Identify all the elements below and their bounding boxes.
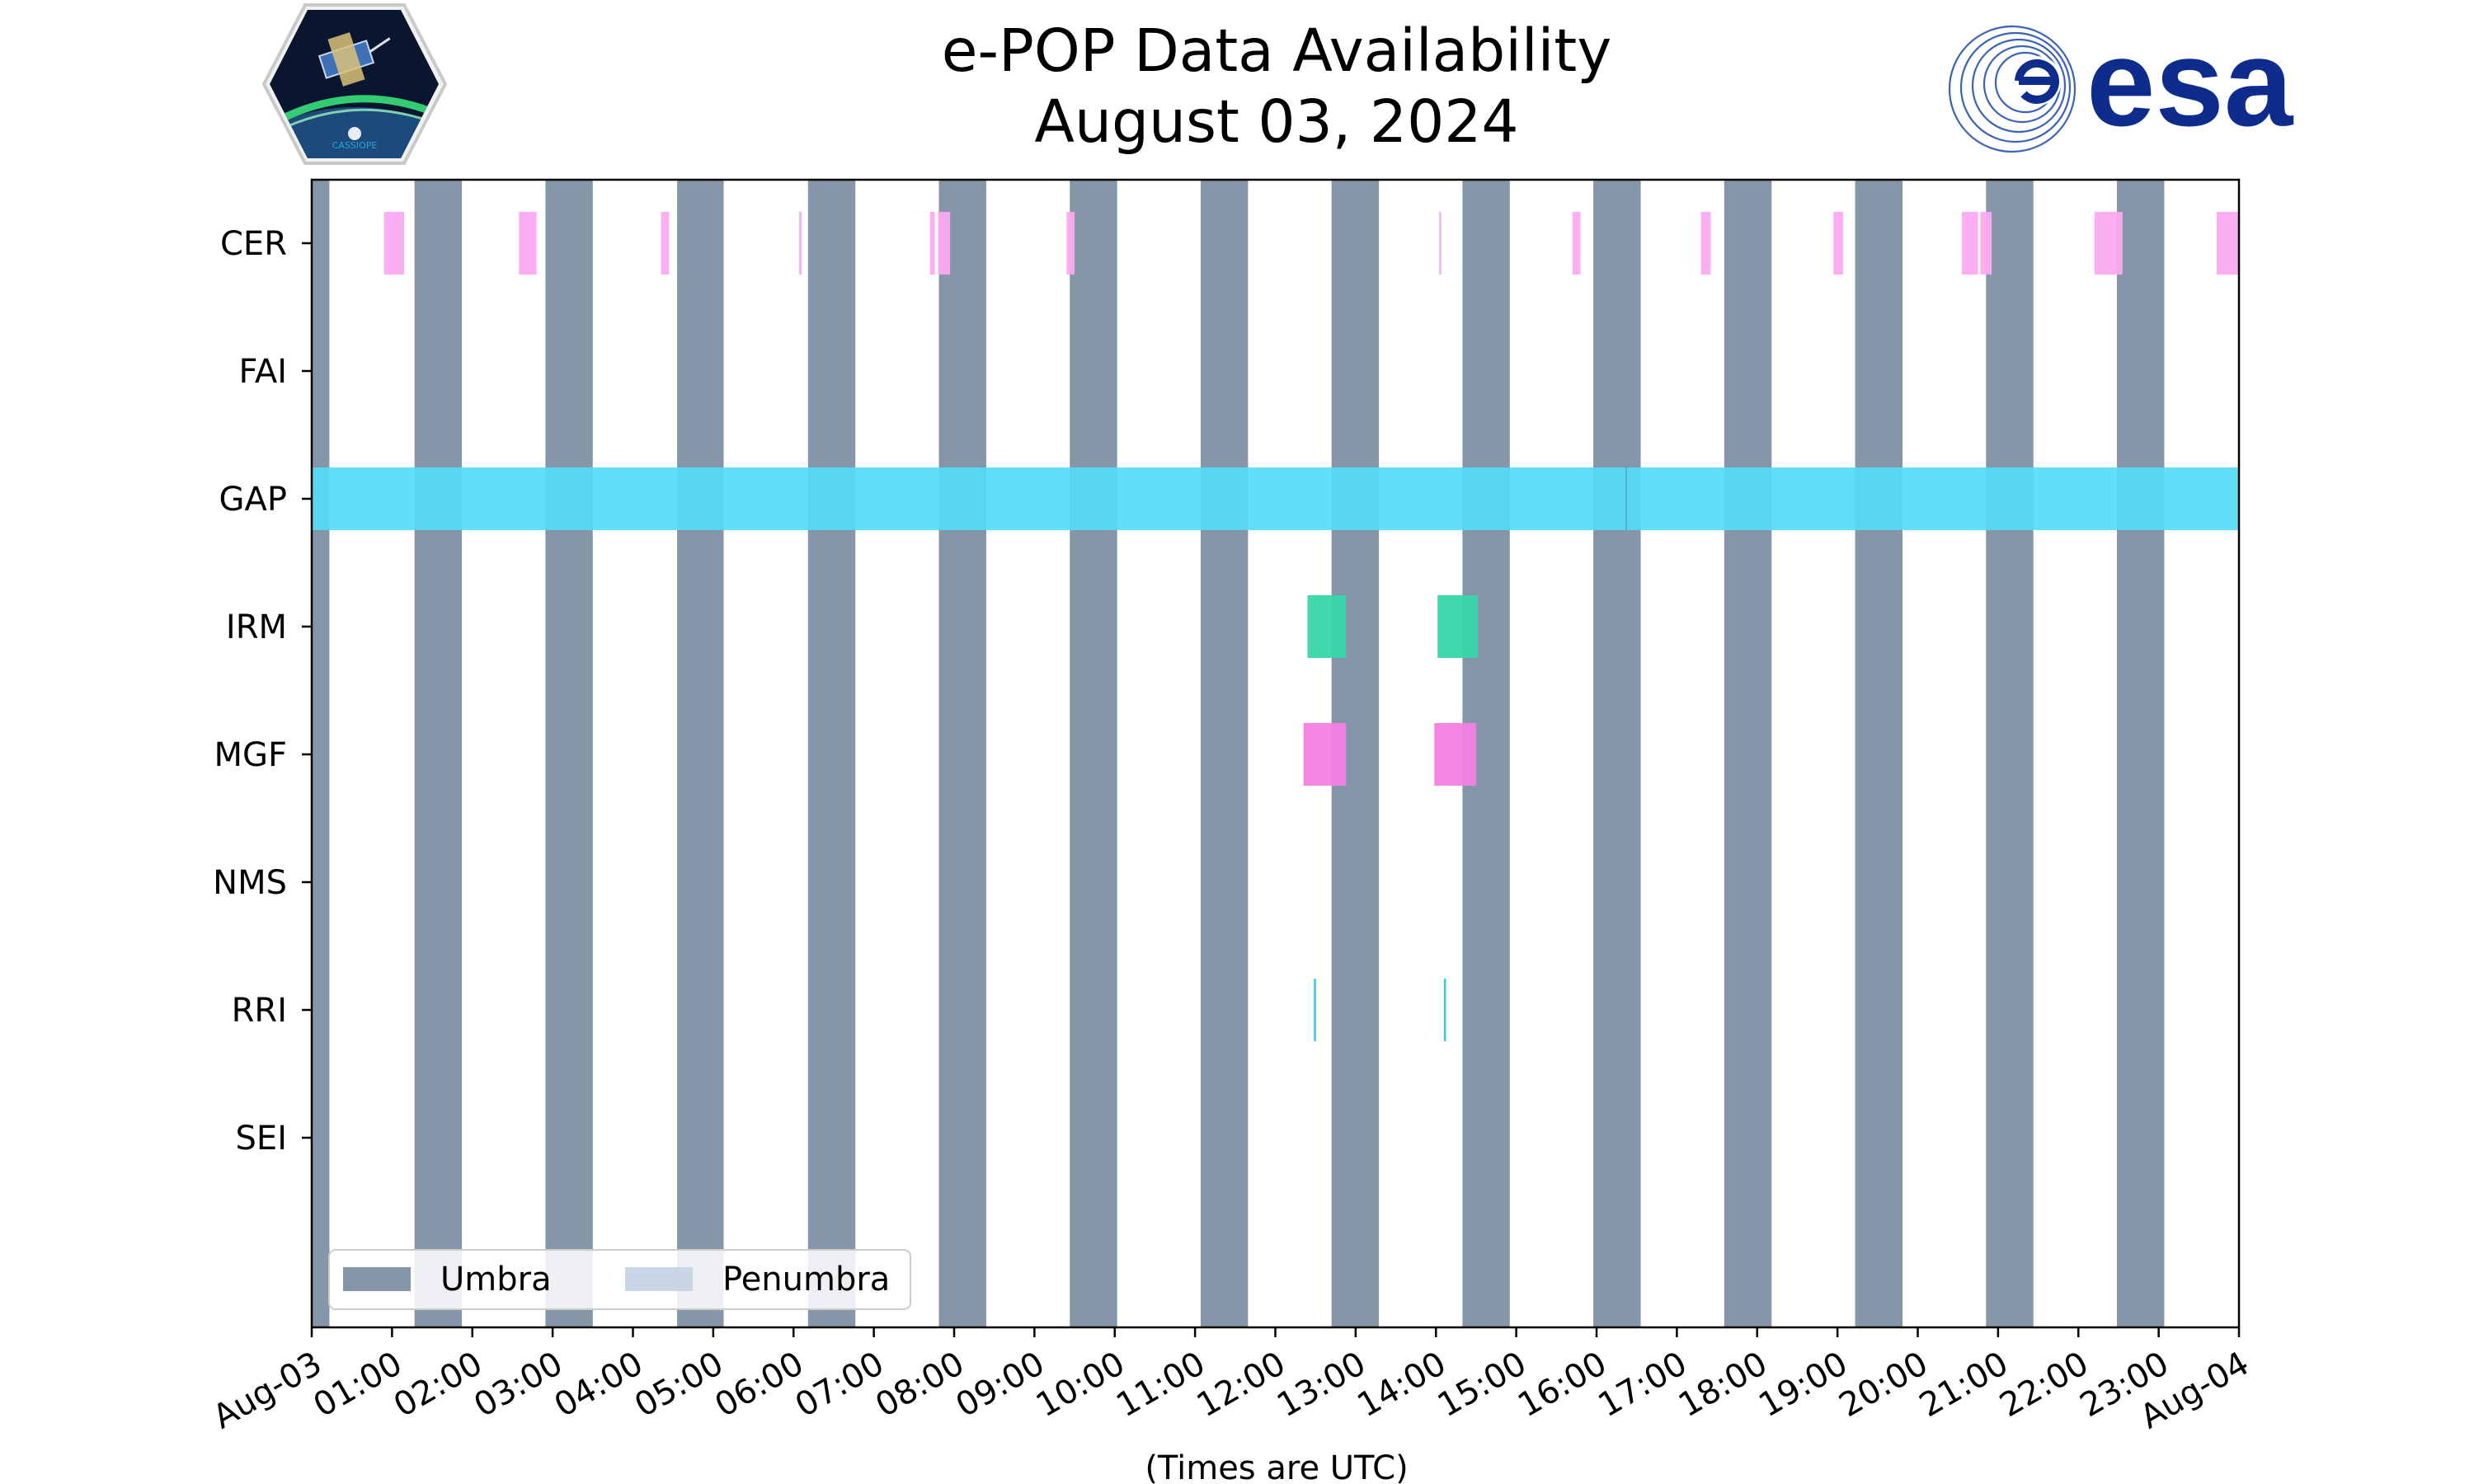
umbra-band [1986,180,2034,1327]
umbra-band [807,180,856,1327]
x-tick-label: 07:00 [789,1345,891,1425]
chart-subtitle: August 03, 2024 [1034,87,1518,156]
chart-title: e-POP Data Availability [942,16,1611,85]
umbra-band [938,180,986,1327]
interval-cer [1833,212,1843,275]
legend-label-penumbra: Penumbra [722,1261,890,1298]
umbra-band [2116,180,2165,1327]
interval-cer [1980,212,1992,275]
interval-cer [1962,212,1978,275]
interval-cer [929,212,935,275]
x-tick-label: 05:00 [628,1345,730,1425]
interval-cer [383,212,404,275]
cassiope-logo-text: CASSIOPE [332,140,378,151]
y-tick-label-irm: IRM [226,608,287,646]
interval-irm [1437,595,1478,658]
umbra-band [1855,180,1903,1327]
x-tick-label: 09:00 [950,1345,1051,1425]
y-axis: CER FAI GAP IRM MGF NMS RRI SEI [213,225,312,1158]
x-tick-label: 11:00 [1110,1345,1211,1425]
interval-cer [2216,212,2239,275]
x-tick-label: 12:00 [1191,1345,1292,1425]
umbra-bands [312,180,2165,1327]
umbra-band [677,180,724,1327]
y-tick-label-cer: CER [220,225,287,263]
x-tick-label: 18:00 [1672,1345,1774,1425]
umbra-band [1724,180,1772,1327]
interval-cer [1066,212,1075,275]
y-tick-label-nms: NMS [213,864,287,902]
y-tick-label-gap: GAP [219,481,287,519]
esa-logo-text: esa [2086,13,2294,152]
x-tick-label: 15:00 [1432,1345,1533,1425]
x-tick-label: 22:00 [1993,1345,2095,1425]
interval-rri [1443,979,1446,1041]
umbra-band [1200,180,1249,1327]
x-tick-label: 21:00 [1913,1345,2015,1425]
x-tick-label: 06:00 [708,1345,810,1425]
plot-frame [310,178,2241,1329]
interval-mgf [1303,723,1347,786]
interval-mgf [1434,723,1476,786]
y-tick-label-sei: SEI [236,1120,287,1158]
legend-swatch-umbra [343,1267,411,1291]
x-axis-label: (Times are UTC) [1145,1449,1408,1484]
x-tick-label: 02:00 [388,1345,489,1425]
interval-cer [938,212,951,275]
x-tick-label: 17:00 [1592,1345,1694,1425]
umbra-band [414,180,463,1327]
interval-cer [2094,212,2123,275]
interval-gap [312,467,2239,530]
y-tick-label-rri: RRI [232,992,287,1030]
x-tick-label: 20:00 [1833,1345,1935,1425]
interval-cer [519,212,537,275]
x-tick-label: 16:00 [1512,1345,1613,1425]
interval-irm [1307,595,1347,658]
interval-cer [1700,212,1711,275]
x-tick-label: 01:00 [308,1345,409,1425]
x-axis: Aug-0301:0002:0003:0004:0005:0006:0007:0… [207,1327,2255,1436]
legend-swatch-penumbra [625,1267,693,1291]
interval-cer [1572,212,1581,275]
umbra-band [1070,180,1117,1327]
interval-cer [1439,212,1442,275]
x-tick-label: 13:00 [1271,1345,1372,1425]
y-tick-label-mgf: MGF [214,736,287,774]
x-tick-label: 08:00 [869,1345,971,1425]
x-tick-label: 03:00 [468,1345,569,1425]
legend-box [328,1249,911,1310]
umbra-band [1593,180,1641,1327]
interval-rri [1314,979,1316,1041]
legend: Umbra Penumbra [328,1249,911,1310]
y-tick-label-fai: FAI [239,353,288,391]
esa-logo: esa [1948,13,2294,153]
x-tick-label: 10:00 [1030,1345,1131,1425]
umbra-band [312,180,330,1327]
umbra-band [545,180,593,1327]
interval-cer [799,212,802,275]
data-intervals [312,212,2239,1041]
x-tick-label: 19:00 [1752,1345,1854,1425]
interval-cer [661,212,670,275]
legend-label-umbra: Umbra [440,1261,552,1298]
x-tick-label: 04:00 [548,1345,650,1425]
x-tick-label: 14:00 [1351,1345,1452,1425]
